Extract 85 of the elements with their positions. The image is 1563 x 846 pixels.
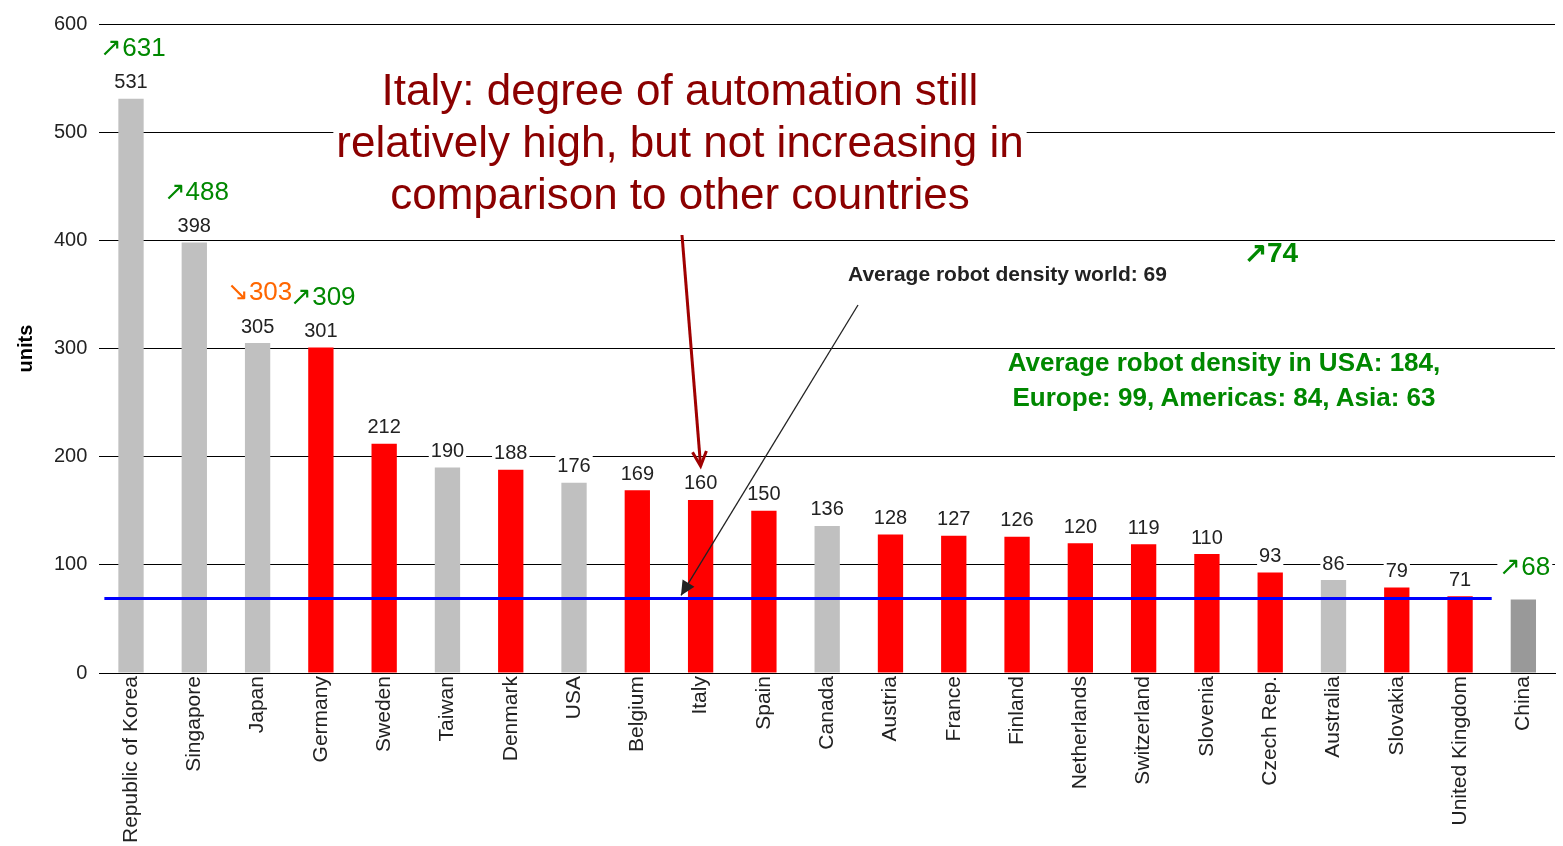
y-axis-title: units bbox=[13, 324, 36, 373]
x-tick-label: Germany bbox=[307, 675, 331, 763]
annotation: Italy: degree of automation still relatively high, but not increasing in comparison to other countries bbox=[336, 65, 1024, 219]
y-tick-label: 600 bbox=[53, 11, 88, 34]
bar bbox=[181, 242, 207, 673]
x-tick-label: Singapore bbox=[181, 676, 205, 772]
y-tick-label: 100 bbox=[53, 552, 88, 575]
annotation: ↗631 bbox=[100, 31, 166, 62]
annotation: ↗309 bbox=[290, 280, 356, 311]
annotation: ↘303 bbox=[226, 276, 293, 307]
x-tick-label: United Kingdom bbox=[1446, 676, 1470, 826]
data-label: 188 bbox=[494, 441, 528, 464]
data-label: 305 bbox=[240, 314, 275, 337]
x-tick-label: China bbox=[1510, 675, 1534, 731]
y-tick-label: 300 bbox=[53, 336, 88, 359]
x-tick-label: Slovakia bbox=[1383, 675, 1407, 756]
bar bbox=[561, 482, 587, 673]
x-tick-label: Finland bbox=[1003, 676, 1027, 745]
bar bbox=[751, 510, 777, 673]
x-tick-label: Australia bbox=[1320, 675, 1344, 758]
data-label: 86 bbox=[1322, 551, 1345, 574]
x-tick-label: Taiwan bbox=[434, 676, 458, 742]
data-label: 531 bbox=[114, 70, 148, 93]
bar bbox=[1004, 536, 1030, 673]
data-label: 93 bbox=[1259, 543, 1282, 566]
data-label: 301 bbox=[304, 318, 338, 341]
bar bbox=[877, 534, 904, 673]
y-tick-label: 500 bbox=[53, 119, 88, 142]
data-label: 150 bbox=[747, 482, 781, 505]
x-tick-label: Spain bbox=[750, 676, 774, 730]
data-label: 127 bbox=[937, 507, 971, 530]
bar bbox=[434, 467, 461, 673]
bar bbox=[1447, 596, 1473, 673]
bar bbox=[1130, 544, 1157, 673]
bar bbox=[1067, 543, 1093, 673]
bar bbox=[371, 443, 397, 673]
x-tick-label: Slovenia bbox=[1193, 675, 1217, 757]
data-label: 79 bbox=[1385, 559, 1408, 582]
data-label: 398 bbox=[177, 214, 211, 237]
x-tick-label: Denmark bbox=[497, 675, 521, 762]
annotation: Average robot density in USA: 184, Europe: 99, Americas: 84, Asia: 63 bbox=[1007, 347, 1441, 413]
bar bbox=[118, 98, 144, 673]
bar bbox=[1510, 599, 1537, 673]
data-label: 160 bbox=[683, 471, 718, 494]
x-tick-label: Canada bbox=[813, 675, 837, 750]
bar bbox=[1257, 572, 1283, 673]
x-tick-label: Sweden bbox=[370, 676, 394, 752]
y-tick-label: 200 bbox=[53, 444, 88, 467]
bar bbox=[1320, 580, 1347, 673]
ref-line-label: Average robot density world: 69 bbox=[848, 261, 1167, 285]
bar bbox=[244, 343, 271, 673]
annotation: ↗488 bbox=[163, 175, 229, 206]
data-label: 126 bbox=[1000, 508, 1034, 531]
bar bbox=[687, 499, 714, 673]
data-label: 169 bbox=[620, 461, 655, 484]
x-tick-label: Japan bbox=[244, 676, 268, 734]
bar bbox=[624, 490, 650, 673]
data-label: 190 bbox=[430, 439, 465, 462]
bar bbox=[308, 347, 334, 673]
y-tick-label: 400 bbox=[53, 227, 88, 250]
data-label: 71 bbox=[1448, 567, 1472, 590]
data-label: 176 bbox=[557, 454, 591, 477]
data-label: 120 bbox=[1063, 514, 1098, 537]
data-label: 128 bbox=[873, 506, 908, 529]
x-tick-label: France bbox=[940, 676, 964, 742]
x-tick-label: USA bbox=[560, 676, 584, 720]
data-label: 110 bbox=[1190, 525, 1223, 548]
y-tick-label: 0 bbox=[76, 660, 88, 683]
x-tick-label: Austria bbox=[877, 675, 901, 742]
annotation: ↗74 bbox=[1244, 236, 1299, 268]
data-label: 119 bbox=[1127, 515, 1160, 538]
bar bbox=[498, 469, 524, 673]
bar bbox=[941, 535, 967, 673]
bar bbox=[1194, 554, 1220, 673]
data-label: 212 bbox=[367, 415, 401, 438]
annotation: ↗68 bbox=[1499, 550, 1551, 581]
data-label: 136 bbox=[810, 497, 844, 520]
x-tick-label: Switzerland bbox=[1130, 676, 1154, 785]
bar bbox=[1384, 587, 1410, 673]
bar bbox=[814, 525, 840, 673]
x-tick-label: Italy bbox=[687, 675, 711, 715]
x-tick-label: Republic of Korea bbox=[117, 675, 141, 843]
x-tick-label: Czech Rep. bbox=[1257, 676, 1280, 786]
x-tick-label: Belgium bbox=[624, 676, 648, 752]
x-tick-label: Netherlands bbox=[1067, 676, 1091, 790]
